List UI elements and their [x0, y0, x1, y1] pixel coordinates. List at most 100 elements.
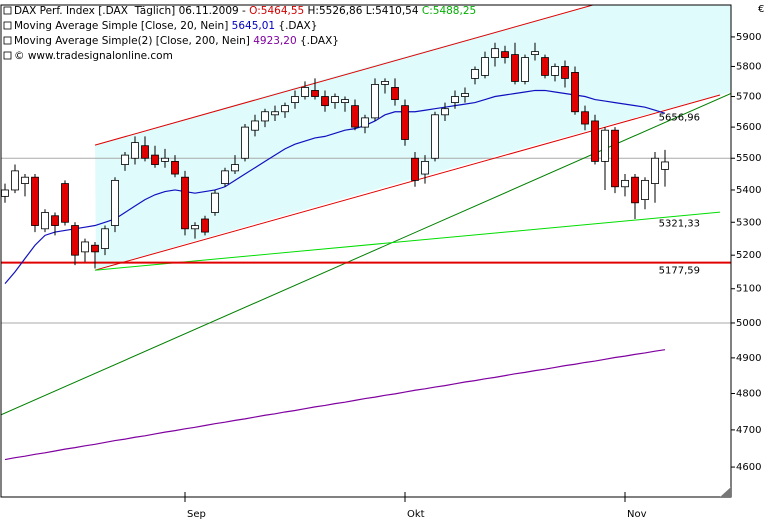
header-text: C:5488,25: [422, 5, 476, 17]
y-tick-label: 4700: [736, 425, 761, 436]
candle-body: [641, 179, 649, 200]
y-tick-label: 5800: [736, 61, 761, 72]
candle-body: [481, 57, 489, 76]
candle-body: [381, 81, 389, 85]
y-tick-label: 5400: [736, 185, 761, 196]
x-tick-label: Okt: [407, 509, 425, 520]
x-tick-label: Nov: [627, 509, 647, 520]
candle-body: [541, 57, 549, 76]
candle-body: [211, 192, 219, 213]
candle-body: [571, 72, 579, 113]
candle-body: [591, 120, 599, 162]
candle-body: [291, 96, 299, 103]
plot-area: [1, 5, 731, 461]
candle-body: [251, 120, 259, 131]
candle-body: [261, 111, 269, 122]
candle-body: [131, 142, 139, 159]
candle-body: [451, 96, 459, 103]
header-text: 4923,20: [253, 35, 296, 47]
header-line: © www.tradesignalonline.com: [14, 50, 173, 62]
candle-body: [101, 228, 109, 249]
candle-body: [1, 189, 9, 197]
y-tick-label: 5700: [736, 92, 761, 103]
legend-icon: [3, 21, 12, 30]
legend-icon: [3, 6, 12, 15]
y-tick-label: 4900: [736, 353, 761, 364]
trend-line: [1, 92, 731, 416]
candle-body: [11, 170, 19, 191]
y-tick-label: 5500: [736, 153, 761, 164]
candle-body: [531, 51, 539, 55]
y-tick-label: 5200: [736, 250, 761, 261]
candle-body: [471, 69, 479, 79]
candle-body: [221, 170, 229, 184]
header-text: H:5526,86 L:5410,54: [304, 5, 422, 17]
candle-body: [201, 218, 209, 233]
candle-body: [561, 66, 569, 79]
candle-body: [651, 157, 659, 184]
candle-body: [511, 54, 519, 82]
candle-body: [431, 114, 439, 159]
candle-body: [371, 84, 379, 119]
candle-body: [551, 66, 559, 76]
candle-body: [151, 154, 159, 165]
candle-body: [91, 244, 99, 253]
x-tick-label: Sep: [187, 509, 206, 520]
candle-body: [181, 176, 189, 230]
header-text: {.DAX}: [275, 20, 317, 32]
legend-icon: [3, 36, 12, 45]
candle-body: [491, 48, 499, 58]
candle-body: [281, 105, 289, 113]
legend-icon: [3, 51, 12, 60]
candle-body: [81, 241, 89, 253]
y-tick-label: 5600: [736, 122, 761, 133]
header-text: Moving Average Simple(2) [Close, 200, Ne…: [14, 35, 253, 47]
candle-body: [421, 160, 429, 175]
candle-body: [191, 225, 199, 230]
candle-body: [301, 87, 309, 97]
candle-body: [321, 96, 329, 107]
candle-body: [401, 105, 409, 140]
candle-body: [31, 176, 39, 226]
header-line: Moving Average Simple(2) [Close, 200, Ne…: [14, 35, 339, 47]
currency: €: [758, 4, 764, 15]
candle-body: [341, 99, 349, 103]
y-tick-label: 5900: [736, 32, 761, 43]
candle-body: [581, 111, 589, 125]
trend-line: [94, 94, 721, 271]
trend-line: [94, 5, 595, 146]
candle-body: [21, 176, 29, 184]
candle-body: [71, 225, 79, 256]
header-text: O:5464,55: [249, 5, 304, 17]
candle-body: [361, 117, 369, 128]
header-text: DAX Perf. Index [.DAX Täglich] 06.11.200…: [14, 5, 249, 17]
y-tick-label: 5000: [736, 318, 761, 329]
value-annotation: 5177,59: [659, 266, 700, 277]
candle-body: [631, 176, 639, 204]
candle-body: [441, 108, 449, 116]
candle-body: [351, 105, 359, 128]
value-annotation: 5321,33: [659, 218, 700, 229]
indicator-line: [4, 349, 666, 461]
y-tick-label: 4800: [736, 389, 761, 400]
candle-body: [41, 212, 49, 230]
header-line: DAX Perf. Index [.DAX Täglich] 06.11.200…: [14, 5, 476, 17]
candle-body: [61, 183, 69, 223]
y-tick-label: 5100: [736, 284, 761, 295]
header-text: Moving Average Simple [Close, 20, Nein]: [14, 20, 232, 32]
candle-body: [391, 87, 399, 100]
header-line: Moving Average Simple [Close, 20, Nein] …: [14, 20, 317, 32]
header-text: © www.tradesignalonline.com: [14, 50, 173, 62]
candle-body: [611, 129, 619, 188]
candle-body: [661, 161, 669, 170]
candle-body: [121, 154, 129, 165]
candle-body: [171, 160, 179, 175]
candle-body: [111, 179, 119, 226]
y-tick-label: 4600: [736, 462, 761, 473]
candle-body: [411, 157, 419, 181]
trend-line: [94, 211, 721, 271]
value-annotation: 5656,96: [659, 113, 700, 124]
channel-area: [95, 5, 731, 270]
candle-body: [461, 93, 469, 97]
